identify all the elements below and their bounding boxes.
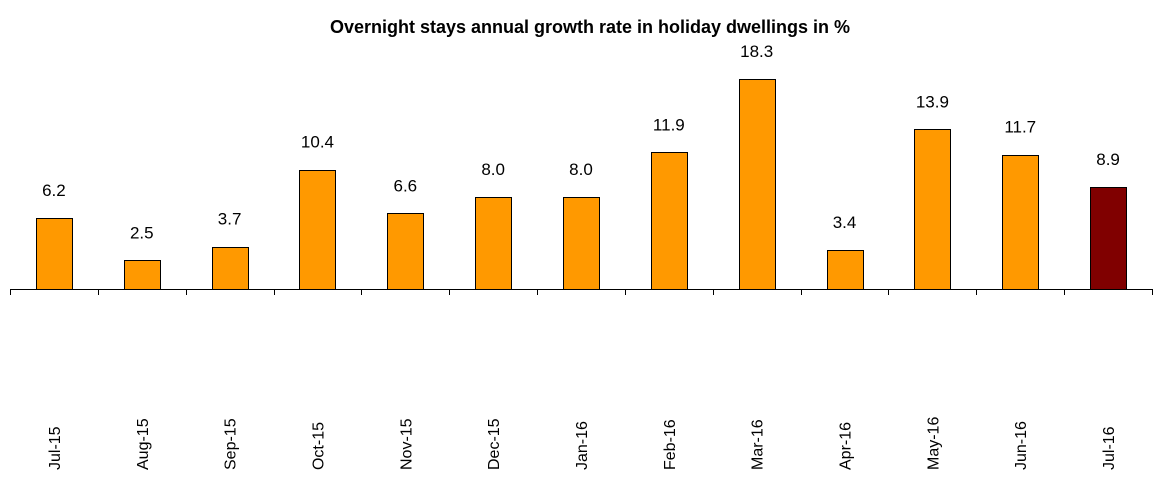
bar-mar-16 — [739, 79, 776, 290]
x-tick-label: Jan-16 — [574, 421, 591, 470]
value-label: 18.3 — [740, 42, 773, 61]
x-tick-label: Feb-16 — [662, 419, 679, 470]
value-label: 8.0 — [569, 160, 593, 179]
x-tick-label: Jul-15 — [47, 426, 64, 470]
value-label: 11.7 — [1004, 118, 1036, 137]
bars-layer — [36, 79, 1127, 290]
bar-feb-16 — [651, 152, 688, 290]
value-label: 13.9 — [916, 92, 949, 111]
value-label: 8.9 — [1096, 150, 1120, 169]
x-tick-label: Oct-15 — [310, 422, 327, 470]
x-tick-label: Aug-15 — [135, 418, 152, 470]
bar-jan-16 — [563, 197, 600, 290]
value-label: 6.2 — [42, 181, 66, 200]
x-tick-labels-layer: Jul-15 Aug-15 Sep-15 Oct-15 Nov-15 Dec-15 Jan-… — [47, 417, 1118, 470]
value-labels-layer: 6.2 2.5 3.7 10.4 6.6 8.0 8.0 11.9 18.3 3.4 13.9 11.… — [42, 42, 1120, 242]
bar-jun-16 — [1002, 155, 1039, 290]
bar-nov-15 — [387, 213, 424, 290]
x-tick-label: Jun-16 — [1013, 421, 1030, 470]
value-label: 8.0 — [481, 160, 505, 179]
x-tick-label: Dec-15 — [486, 418, 503, 470]
x-tick-label: May-16 — [925, 417, 942, 470]
bar-jul-16 — [1090, 187, 1127, 290]
chart-title: Overnight stays annual growth rate in ho… — [330, 17, 850, 37]
x-tick-label: Mar-16 — [750, 419, 767, 470]
value-label: 11.9 — [653, 115, 685, 134]
value-label: 10.4 — [301, 133, 334, 152]
bar-apr-16 — [827, 250, 864, 290]
value-label: 3.7 — [218, 210, 242, 229]
bar-oct-15 — [299, 170, 336, 290]
value-label: 3.4 — [833, 213, 857, 232]
bar-dec-15 — [475, 197, 512, 290]
value-label: 6.6 — [393, 176, 417, 195]
value-label: 2.5 — [130, 223, 154, 242]
bar-aug-15 — [124, 260, 161, 290]
x-tick-label: Jul-16 — [1101, 426, 1118, 470]
x-ticks-layer — [10, 289, 1153, 295]
bar-may-16 — [914, 129, 951, 290]
x-tick-label: Sep-15 — [223, 418, 240, 470]
x-tick-label: Nov-15 — [398, 418, 415, 470]
bar-jul-15 — [36, 218, 73, 290]
x-tick-label: Apr-16 — [838, 422, 855, 470]
bar-sep-15 — [212, 247, 249, 290]
